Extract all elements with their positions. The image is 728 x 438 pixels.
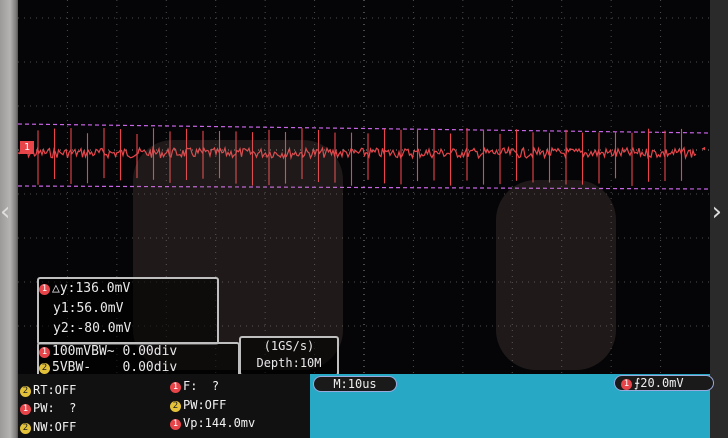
channel-2-scale: 5VBW- 0.00div	[52, 360, 178, 374]
y1-readout: y1:56.0mV	[39, 299, 217, 319]
measurement-frequency[interactable]: 1 F: ?	[170, 379, 219, 393]
measurement-positive-width[interactable]: 1 PW: ?	[20, 401, 76, 415]
scope-display: 1 ◂ 1 △y:136.0mV y1:56.0mV y2:-80.0mV 1 10…	[18, 0, 710, 374]
cursor-readout-panel: 1 △y:136.0mV y1:56.0mV y2:-80.0mV	[37, 277, 219, 345]
trigger-indicator[interactable]: 1 ⨍20.0mV	[614, 375, 714, 391]
measurement-text: RT:OFF	[33, 383, 77, 397]
measurement-negative-width[interactable]: 2 NW:OFF	[20, 420, 76, 434]
sample-rate: (1GS/s)	[263, 339, 315, 353]
channel-2-settings[interactable]: 2 5VBW- 0.00div	[39, 360, 238, 374]
channel-1-settings[interactable]: 1 100mVBW~ 0.00div	[39, 344, 238, 360]
channel-settings-panel: 1 100mVBW~ 0.00div 2 5VBW- 0.00div	[37, 342, 240, 374]
delta-y-value: △y:136.0mV	[52, 281, 131, 296]
channel-2-badge: 2	[20, 423, 31, 434]
measurement-text: PW:OFF	[183, 398, 227, 412]
measurement-text: NW:OFF	[33, 420, 77, 434]
y2-value: y2:-80.0mV	[53, 321, 132, 336]
trigger-source-badge: 1	[621, 379, 632, 390]
channel-1-badge: 1	[170, 382, 181, 393]
memory-depth: Depth:10M	[256, 356, 322, 370]
measurement-panel	[18, 374, 310, 438]
graticule	[18, 0, 710, 374]
chevron-right-icon[interactable]: ›	[711, 197, 722, 227]
y1-value: y1:56.0mV	[53, 301, 124, 316]
measurement-rise-time[interactable]: 2 RT:OFF	[20, 383, 76, 397]
measurement-peak-voltage[interactable]: 1 Vp:144.0mv	[170, 416, 255, 430]
channel-1-badge: 1	[170, 419, 181, 430]
trigger-edge-icon: ⨍	[634, 376, 641, 390]
acquisition-panel: (1GS/s) Depth:10M	[239, 336, 339, 374]
channel-2-badge: 2	[39, 363, 50, 374]
trigger-level-value: 20.0mV	[640, 376, 684, 390]
cursor-y1-line	[18, 123, 710, 134]
channel-1-trace	[18, 145, 697, 161]
channel-1-scale: 100mVBW~ 0.00div	[52, 344, 178, 359]
delta-y-readout: 1 △y:136.0mV	[39, 279, 217, 299]
measurement-text: Vp:144.0mv	[183, 416, 256, 430]
measurement-text: PW: ?	[33, 401, 77, 415]
channel-1-marker[interactable]: 1	[20, 141, 34, 154]
channel-2-badge: 2	[20, 386, 31, 397]
trigger-level-marker[interactable]: ◂	[700, 144, 706, 154]
channel-1-badge: 1	[20, 404, 31, 415]
timebase-value: M:10us	[333, 377, 377, 391]
status-bar: M:10us 1 ⨍20.0mV 2 RT:OFF 1 F: ? 1 PW: ? 2 PW…	[18, 374, 714, 438]
measurement-pulse-width[interactable]: 2 PW:OFF	[170, 398, 226, 412]
timebase-indicator[interactable]: M:10us	[313, 376, 397, 392]
reflection	[496, 180, 616, 370]
measurement-text: F: ?	[183, 379, 220, 393]
channel-1-badge: 1	[39, 284, 50, 295]
cursor-y2-line	[18, 185, 710, 190]
channel-1-badge: 1	[39, 347, 50, 358]
chevron-left-icon[interactable]: ‹	[0, 197, 11, 227]
y2-readout: y2:-80.0mV	[39, 319, 217, 339]
channel-2-badge: 2	[170, 401, 181, 412]
